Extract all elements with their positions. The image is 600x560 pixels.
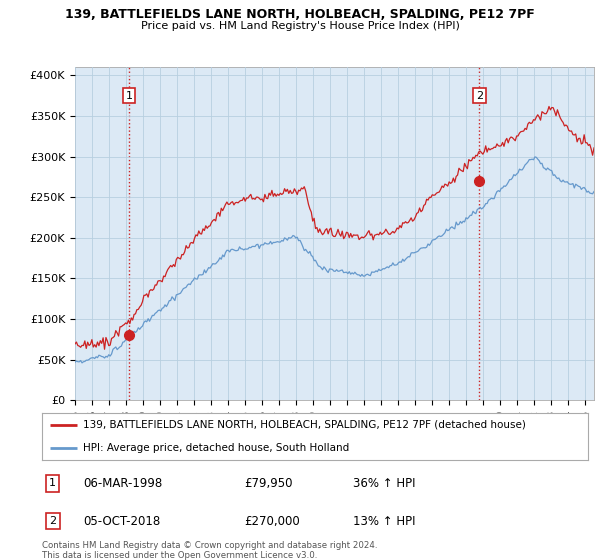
Text: Price paid vs. HM Land Registry's House Price Index (HPI): Price paid vs. HM Land Registry's House … — [140, 21, 460, 31]
Text: Contains HM Land Registry data © Crown copyright and database right 2024.
This d: Contains HM Land Registry data © Crown c… — [42, 541, 377, 560]
Text: 2: 2 — [476, 91, 483, 101]
Text: 1: 1 — [49, 478, 56, 488]
Text: 1: 1 — [125, 91, 133, 101]
Text: 05-OCT-2018: 05-OCT-2018 — [83, 515, 160, 528]
Text: 13% ↑ HPI: 13% ↑ HPI — [353, 515, 416, 528]
Text: 36% ↑ HPI: 36% ↑ HPI — [353, 477, 416, 490]
Text: 139, BATTLEFIELDS LANE NORTH, HOLBEACH, SPALDING, PE12 7PF: 139, BATTLEFIELDS LANE NORTH, HOLBEACH, … — [65, 8, 535, 21]
Text: 06-MAR-1998: 06-MAR-1998 — [83, 477, 162, 490]
Text: £270,000: £270,000 — [244, 515, 300, 528]
Text: HPI: Average price, detached house, South Holland: HPI: Average price, detached house, Sout… — [83, 444, 349, 454]
Text: 2: 2 — [49, 516, 56, 526]
Text: 139, BATTLEFIELDS LANE NORTH, HOLBEACH, SPALDING, PE12 7PF (detached house): 139, BATTLEFIELDS LANE NORTH, HOLBEACH, … — [83, 419, 526, 430]
Text: £79,950: £79,950 — [244, 477, 293, 490]
